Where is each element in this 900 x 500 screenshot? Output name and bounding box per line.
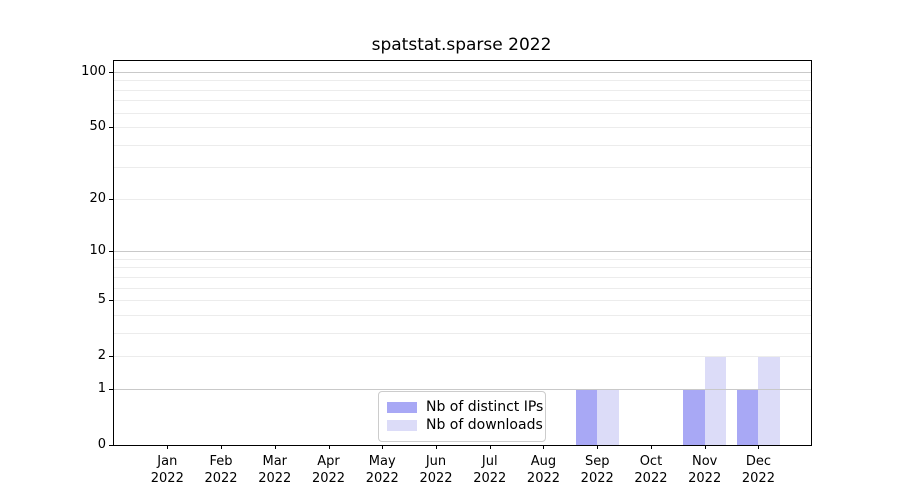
x-axis-tick [489, 445, 491, 449]
bar-downloads [758, 356, 780, 445]
bar-downloads [597, 388, 619, 445]
x-tick-label: Dec 2022 [741, 454, 775, 486]
y-tick-label: 100 [81, 64, 106, 79]
x-axis-tick [382, 445, 384, 449]
x-axis-tick [543, 445, 545, 449]
bar-distinct-ips [736, 388, 759, 445]
gridline-minor [114, 144, 811, 146]
gridline-minor [114, 112, 811, 114]
legend-swatch-downloads [387, 420, 417, 431]
legend-label-distinct-ips: Nb of distinct IPs [426, 399, 544, 415]
gridline-major [114, 251, 811, 253]
gridline-minor [114, 300, 811, 302]
x-axis-tick [221, 445, 223, 449]
x-tick-label: Nov 2022 [688, 454, 722, 486]
bar-downloads [704, 356, 727, 445]
gridline-minor [114, 258, 811, 260]
gridline-minor [114, 287, 811, 289]
legend-item-distinct-ips: Nb of distinct IPs [387, 399, 543, 416]
x-tick-label: Feb 2022 [204, 454, 238, 486]
x-tick-label: May 2022 [365, 454, 399, 486]
x-tick-label: Mar 2022 [258, 454, 292, 486]
gridline-minor [114, 80, 811, 82]
x-axis-tick [274, 445, 276, 449]
y-axis-tick [109, 445, 113, 446]
bar-distinct-ips [683, 388, 705, 445]
legend-label-downloads: Nb of downloads [426, 417, 543, 433]
gridline-minor [114, 276, 811, 278]
legend: Nb of distinct IPs Nb of downloads [378, 391, 546, 442]
x-tick-label: Jun 2022 [419, 454, 453, 486]
y-axis-tick [109, 72, 113, 73]
gridline-minor [114, 89, 811, 91]
x-tick-label: Aug 2022 [526, 454, 561, 486]
legend-item-downloads: Nb of downloads [387, 417, 543, 434]
gridline-minor [114, 356, 811, 358]
x-axis-tick [650, 445, 652, 449]
gridline-minor [114, 167, 811, 169]
y-tick-label: 20 [89, 190, 106, 206]
y-tick-label: 2 [97, 348, 106, 364]
x-tick-label: Apr 2022 [311, 454, 346, 486]
gridline-minor [114, 314, 811, 316]
plot-area: Jan 2022 Feb 2022 Mar 2022 Apr 2022 May 2022… [81, 60, 812, 486]
x-tick-label: Oct 2022 [634, 454, 668, 486]
y-tick-label: 50 [89, 119, 106, 135]
gridline-major [114, 72, 811, 73]
gridline-major [114, 388, 811, 390]
gridline-minor [114, 127, 811, 129]
bar-distinct-ips [575, 388, 598, 445]
x-tick-label: Jan 2022 [150, 454, 184, 486]
gridline-minor [114, 198, 811, 200]
y-axis-tick [109, 251, 113, 253]
y-tick-label: 10 [89, 243, 106, 259]
x-axis-tick [758, 445, 760, 449]
y-axis-tick [109, 300, 113, 302]
y-tick-label: 0 [97, 437, 106, 452]
x-axis-tick [704, 445, 706, 449]
gridline-minor [114, 100, 811, 102]
x-tick-label: Sep 2022 [580, 454, 614, 486]
x-tick-label: Jul 2022 [473, 454, 507, 486]
legend-swatch-distinct-ips [387, 402, 417, 413]
y-axis-tick [109, 388, 113, 390]
x-axis-tick [436, 445, 437, 449]
x-axis-tick [597, 445, 599, 449]
y-axis-tick [109, 198, 113, 200]
y-tick-label: 5 [97, 292, 106, 308]
x-axis-tick [328, 445, 330, 449]
x-axis-tick [167, 445, 169, 449]
chart-title: spatstat.sparse 2022 [371, 35, 552, 55]
y-axis-tick [109, 127, 113, 129]
y-axis-tick [109, 356, 113, 358]
gridline-minor [114, 267, 811, 269]
gridline-minor [114, 332, 811, 334]
y-tick-label: 1 [97, 380, 106, 396]
